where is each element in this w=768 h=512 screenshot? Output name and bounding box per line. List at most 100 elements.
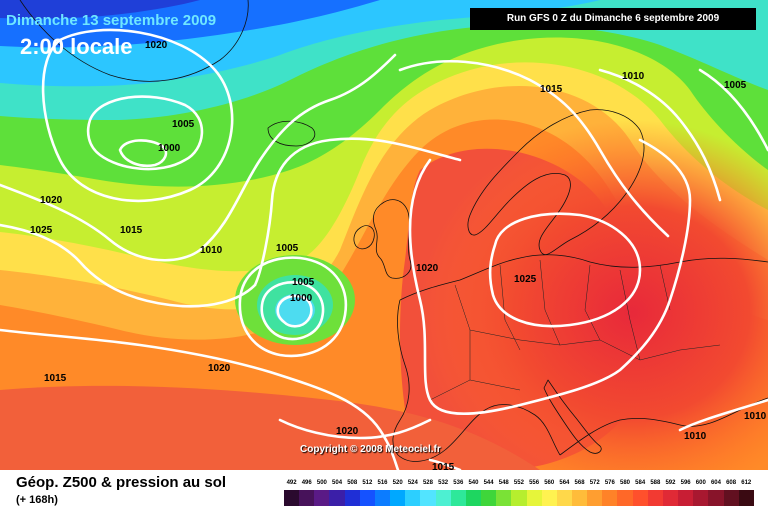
- scale-value: 600: [695, 480, 706, 486]
- scale-swatch: [738, 490, 754, 506]
- coastline-iceland: [267, 120, 316, 147]
- scale-cell: 568: [571, 478, 588, 508]
- scale-value: 572: [589, 480, 600, 486]
- scale-swatch: [662, 490, 679, 506]
- coastline-british-isles: [353, 199, 412, 279]
- isobar-label: 1020: [40, 195, 63, 206]
- scale-swatch: [344, 490, 360, 506]
- scale-cell: 584: [632, 478, 648, 508]
- scale-value: 592: [665, 480, 676, 486]
- isobar-label: 1005: [276, 243, 299, 254]
- scale-swatch: [647, 490, 663, 506]
- isobar-label: 1000: [158, 143, 181, 154]
- scale-cell: 544: [481, 478, 497, 508]
- scale-cell: 536: [450, 478, 466, 508]
- isobar-label: 1010: [622, 71, 645, 82]
- scale-swatch: [556, 490, 572, 506]
- scale-cell: 500: [314, 478, 330, 508]
- scale-cell: 588: [647, 478, 663, 508]
- scale-cell: 596: [678, 478, 694, 508]
- isobar-label: 1010: [200, 245, 223, 256]
- isobar-label: 1005: [292, 277, 315, 288]
- isobar-label: 1025: [30, 225, 53, 236]
- isobar-1010-southeast: [678, 398, 768, 432]
- isobar-greenland-low-outer: [41, 28, 234, 203]
- isobar-greenland-low-inner: [118, 139, 168, 168]
- coastline-greenland: [19, 0, 249, 82]
- isobar-1010-ridge: [253, 137, 462, 287]
- isobar-label: 1010: [684, 431, 707, 442]
- isobar-label: 1000: [290, 293, 313, 304]
- isobar-label: 1015: [432, 462, 455, 470]
- scale-cell: 516: [374, 478, 391, 508]
- scale-swatch: [390, 490, 406, 506]
- scale-cell: 504: [329, 478, 345, 508]
- isobar-greenland-low-mid: [86, 95, 204, 171]
- scale-cell: 576: [602, 478, 618, 508]
- scale-cell: 608: [723, 478, 739, 508]
- scale-swatch: [496, 490, 512, 506]
- scale-value: 516: [377, 480, 388, 486]
- scale-swatch: [571, 490, 588, 506]
- isobar-1020-europe: [408, 138, 692, 415]
- isobar-label: 1005: [172, 119, 195, 130]
- scale-cell: 572: [587, 478, 603, 508]
- scale-cell: 564: [556, 478, 572, 508]
- scale-swatch: [693, 490, 709, 506]
- scale-value: 612: [741, 480, 752, 486]
- scale-value: 560: [544, 480, 555, 486]
- forecast-range-label: (+ 168h): [16, 494, 58, 506]
- field-band-deep-blue: [0, 0, 200, 19]
- copyright-label: Copyright © 2008 Meteociel.fr: [300, 444, 441, 455]
- scale-swatch: [678, 490, 694, 506]
- scale-value: 532: [438, 480, 449, 486]
- forecast-date-label: Dimanche 13 septembre 2009: [6, 12, 217, 29]
- forecast-time-label: 2:00 locale: [20, 34, 133, 59]
- isobar-label: 1020: [336, 426, 359, 437]
- isobar-1025-europe: [488, 212, 642, 328]
- scale-swatch: [284, 490, 300, 506]
- isobar-cutoff-low-mid: [260, 281, 325, 341]
- scale-swatch: [450, 490, 466, 506]
- coastline-scandinavia: [467, 109, 645, 256]
- scale-cell: 528: [420, 478, 436, 508]
- geopotential-map: 1020 1005 1000 1020 1025 1015 1010 1005 …: [0, 0, 768, 470]
- map-title: Géop. Z500 & pression au sol: [16, 474, 227, 491]
- scale-value: 492: [286, 480, 297, 486]
- scale-value: 548: [498, 480, 509, 486]
- scale-value: 544: [483, 480, 494, 486]
- isobar-label: 1005: [724, 80, 747, 91]
- scale-swatch: [481, 490, 497, 506]
- scale-value: 524: [407, 480, 418, 486]
- isobar-label: 1015: [44, 373, 67, 384]
- scale-cell: 512: [359, 478, 375, 508]
- scale-value: 588: [650, 480, 661, 486]
- scale-cell: 524: [405, 478, 421, 508]
- scale-cell: 548: [496, 478, 512, 508]
- scale-value: 604: [710, 480, 721, 486]
- isobar-1010-northeast: [598, 68, 722, 202]
- scale-cell: 540: [465, 478, 482, 508]
- isobar-label: 1015: [120, 225, 143, 236]
- scale-cell: 492: [284, 478, 300, 508]
- scale-value: 496: [301, 480, 312, 486]
- scale-cell: 552: [511, 478, 527, 508]
- scale-swatch: [299, 490, 315, 506]
- isobar-1020-northwest: [0, 53, 397, 262]
- scale-value: 584: [635, 480, 646, 486]
- isobar-label: 1020: [145, 40, 168, 51]
- isobar-1015-north: [398, 60, 670, 238]
- scale-cell: 520: [390, 478, 406, 508]
- isobar-1025-west: [0, 223, 257, 308]
- scale-swatch: [465, 490, 482, 506]
- scale-value: 556: [529, 480, 540, 486]
- scale-swatch: [405, 490, 421, 506]
- scale-swatch: [526, 490, 542, 506]
- scale-value: 596: [680, 480, 691, 486]
- coastline-italy: [543, 379, 602, 454]
- scale-value: 568: [574, 480, 585, 486]
- isobar-cutoff-low-outer: [238, 256, 348, 358]
- scale-value: 608: [726, 480, 737, 486]
- scale-swatch: [359, 490, 375, 506]
- scale-value: 504: [332, 480, 343, 486]
